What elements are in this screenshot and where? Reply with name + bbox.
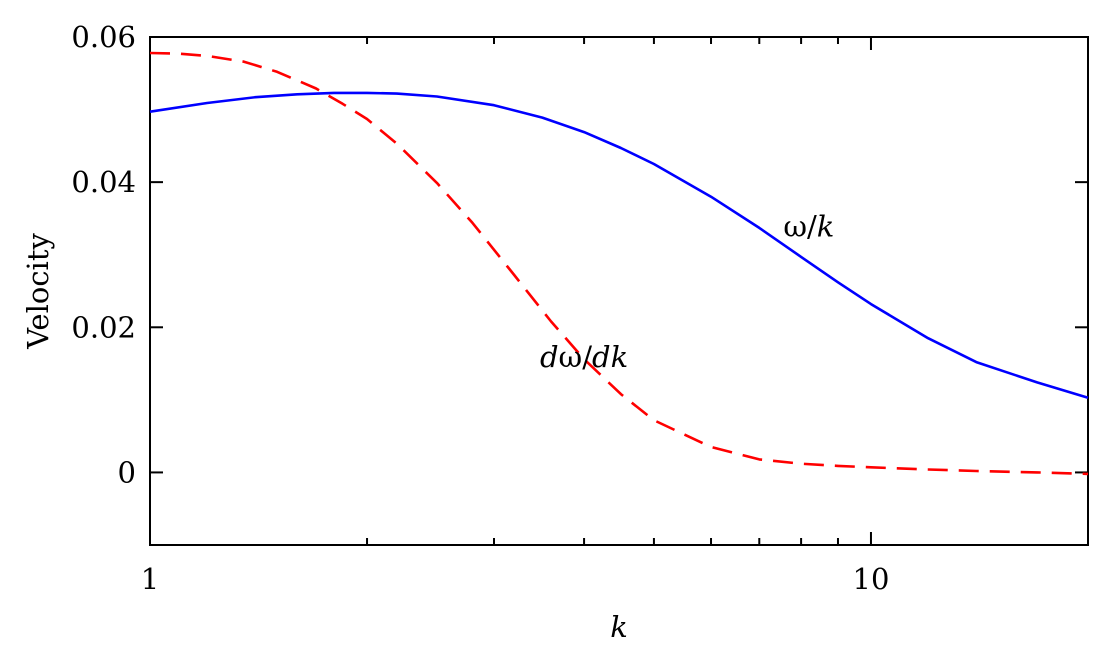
ticks — [149, 36, 1088, 545]
tick-labels: 1 10 0 0.02 0.04 0.06 — [71, 20, 889, 596]
y-tick-label: 0.06 — [71, 20, 136, 54]
y-tick-label: 0.04 — [71, 165, 136, 199]
annotations: ω/k dω/dk — [540, 210, 834, 375]
x-tick-label: 10 — [853, 562, 890, 596]
y-tick-label: 0.02 — [71, 310, 136, 344]
series-label-0: ω/k — [783, 210, 834, 244]
series-label-1: dω/dk — [540, 340, 628, 374]
series-line-1 — [149, 51, 1089, 476]
x-tick-label: 1 — [141, 562, 159, 596]
series-line-0 — [149, 91, 1089, 399]
y-tick-label: 0 — [118, 455, 136, 489]
plot-frame — [149, 36, 1089, 546]
x-axis-title: k — [610, 610, 628, 644]
series — [149, 51, 1089, 476]
y-axis-title: Velocity — [21, 233, 55, 350]
